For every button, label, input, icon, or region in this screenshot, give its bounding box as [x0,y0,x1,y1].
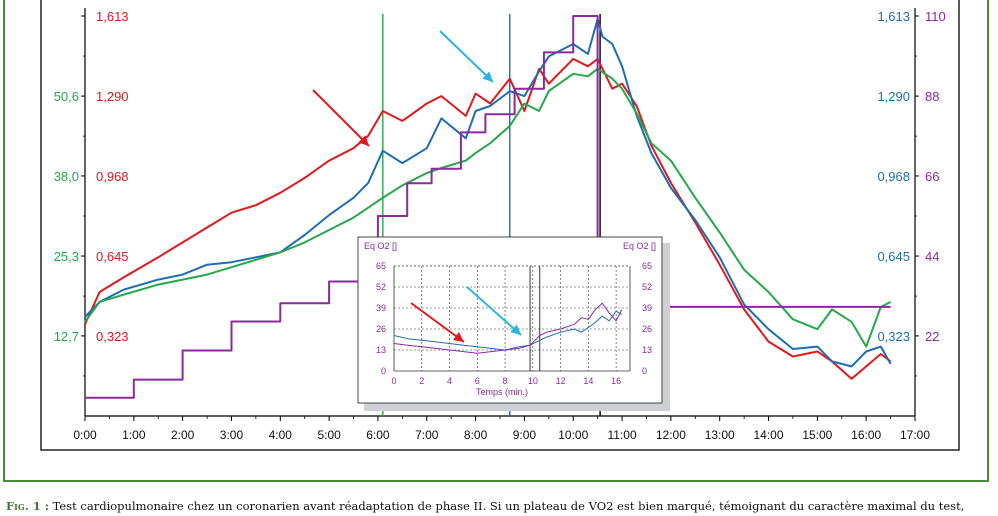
figure-label: Fig. 1 : [6,499,49,513]
right-blue-tick-label: 0,645 [877,249,910,264]
inset-cyan-arrow-shaft [466,286,522,336]
right-purple-tick-label: 66 [925,169,939,184]
main-red-arrow-shaft [312,89,370,147]
left-green-tick-label: 25,3 [54,249,79,264]
series-line-0 [84,57,892,380]
figure-frame [3,0,989,482]
right-blue-tick-label: 0,968 [877,169,910,184]
main-red-arrow-head [358,135,369,146]
x-tick-label: 7:00 [415,428,439,442]
inset-x-label: 10 [528,376,538,386]
inset-y-label-right: 13 [642,345,652,355]
inset-y-label-right: 65 [642,261,652,271]
inset-x-label: 12 [556,376,566,386]
x-tick-label: 3:00 [220,428,244,442]
chart-frame [40,0,960,451]
x-tick-label: 8:00 [464,428,488,442]
x-tick-label: 14:00 [754,428,784,442]
inset-y-label-left: 26 [376,324,386,334]
series-line-3 [85,15,891,399]
inset-x-label: 8 [503,376,508,386]
inset-red-arrow-shaft [410,302,465,343]
x-tick-label: 16:00 [851,428,881,442]
left-green-tick-label: 50,6 [54,89,79,104]
inset-y-label-left: 0 [381,366,386,376]
inset-y-label-right: 52 [642,282,652,292]
inset-cyan-arrow-head [510,324,521,335]
inset-series-line-0 [393,310,622,351]
x-tick-label: 4:00 [269,428,293,442]
right-blue-tick-label: 1,290 [877,89,910,104]
right-purple-tick-label: 110 [925,9,946,24]
left-red-tick-label: 0,645 [96,249,129,264]
left-red-tick-label: 1,290 [96,89,129,104]
x-tick-label: 1:00 [122,428,146,442]
inset-x-label: 0 [391,376,396,386]
inset-title-right: Eq O2 [] [623,241,656,251]
inset-y-label-right: 39 [642,303,652,313]
x-tick-label: 12:00 [656,428,686,442]
x-tick-label: 15:00 [802,428,832,442]
right-purple-tick-label: 88 [925,89,939,104]
inset-red-arrow-head [452,332,464,342]
left-red-tick-label: 0,323 [96,329,129,344]
left-green-tick-label: 12,7 [54,329,79,344]
inset-x-label: 14 [583,376,593,386]
caption-text: Test cardiopulmonaire chez un coronarien… [49,499,965,513]
main-cyan-arrow-head [482,71,493,82]
right-blue-tick-label: 0,323 [877,329,910,344]
inset-y-label-left: 39 [376,303,386,313]
inset-x-label: 16 [611,376,621,386]
right-purple-tick-label: 44 [925,249,939,264]
x-tick-label: 6:00 [366,428,390,442]
inset-y-label-left: 52 [376,282,386,292]
left-green-tick-label: 38,0 [54,169,79,184]
inset-series-line-1 [393,302,623,354]
right-blue-tick-label: 1,613 [877,9,910,24]
inset-title-left: Eq O2 [] [364,241,397,251]
x-tick-label: 0:00 [73,428,97,442]
x-tick-label: 2:00 [171,428,195,442]
inset-box [357,236,663,404]
x-tick-label: 17:00 [900,428,930,442]
right-purple-tick-label: 22 [925,329,939,344]
inset-x-label: 6 [475,376,480,386]
inset-y-label-right: 26 [642,324,652,334]
series-line-2 [84,67,892,348]
inset-y-label-left: 65 [376,261,386,271]
inset-x-label: 2 [419,376,424,386]
annotation-arrows [312,30,522,343]
inset-y-label-right: 0 [642,366,647,376]
x-tick-label: 11:00 [607,428,636,442]
inset-x-axis-title: Temps (min.) [476,387,528,397]
left-red-tick-label: 1,613 [96,9,129,24]
x-tick-label: 13:00 [705,428,735,442]
x-tick-label: 5:00 [317,428,341,442]
figure-caption: Fig. 1 : Test cardiopulmonaire chez un c… [6,499,996,513]
inset-y-label-left: 13 [376,345,386,355]
series-line-1 [84,18,892,368]
left-red-tick-label: 0,968 [96,169,129,184]
x-tick-label: 10:00 [558,428,588,442]
inset-x-label: 4 [447,376,452,386]
x-tick-label: 9:00 [513,428,537,442]
main-cyan-arrow-shaft [439,30,494,83]
